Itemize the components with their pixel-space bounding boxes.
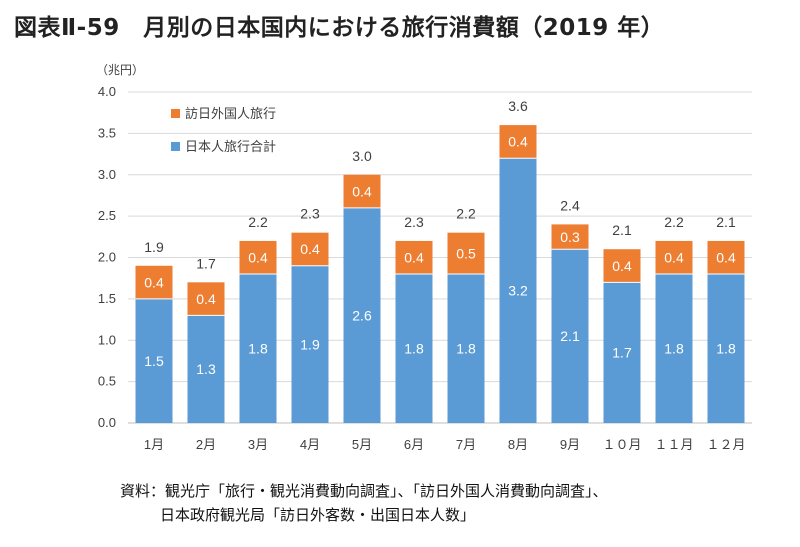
chart-area: 0.0 0.5 1.0 1.5 2.0 2.5 3.0 3.5 4.0 1.5 0.4 1.9 1月 1… [88,54,783,466]
y-tick-label: 2.0 [98,250,116,265]
x-tick-label: 4月 [300,437,320,452]
source-note: 資料：観光庁「旅行・観光消費動向調査」、「訪日外国人消費動向調査」、 日本政府観… [120,479,608,527]
bar-inbound [291,232,329,266]
y-tick-label: 2.5 [98,208,116,223]
x-tick-label: 8月 [508,437,528,452]
data-label-domestic: 1.8 [716,341,736,357]
bar-domestic [655,274,693,423]
data-label-total: 2.1 [716,214,736,230]
x-tick-label: 2月 [196,437,216,452]
data-label-domestic: 1.8 [248,341,268,357]
data-label-inbound: 0.3 [560,229,580,245]
data-label-domestic: 3.2 [508,283,528,299]
data-label-total: 2.2 [456,206,476,222]
legend-label: 日本人旅行合計 [185,139,276,154]
bar-inbound [499,125,537,159]
stacked-bar-chart: 0.0 0.5 1.0 1.5 2.0 2.5 3.0 3.5 4.0 1.5 0.4 1.9 1月 1… [96,63,752,452]
data-label-inbound: 0.4 [404,250,424,266]
bar-inbound [135,265,173,299]
y-axis-unit-label: （兆円） [96,63,144,77]
bar-inbound [655,240,693,275]
data-label-inbound: 0.4 [352,183,372,199]
data-label-total: 1.7 [196,255,216,271]
data-label-total: 2.1 [612,222,632,238]
data-label-total: 2.2 [664,214,684,230]
x-tick-label: １０月 [602,437,641,452]
bar-inbound [187,282,225,316]
bar-domestic [291,265,329,423]
bar-inbound [395,240,433,275]
bar-domestic [239,274,277,423]
data-label-total: 2.2 [248,214,268,230]
data-label-total: 1.9 [144,239,164,255]
y-tick-label: 3.0 [98,167,116,182]
bar-domestic [187,315,225,423]
bar-domestic [395,274,433,423]
y-tick-label: 4.0 [98,84,116,99]
y-tick-label: 3.5 [98,125,116,140]
bar-domestic [551,249,589,423]
y-tick-label: 1.0 [98,332,116,347]
x-tick-label: １２月 [706,437,745,452]
data-label-domestic: 1.3 [196,361,216,377]
data-label-domestic: 1.5 [144,353,164,369]
data-label-inbound: 0.4 [144,274,164,290]
x-tick-label: 5月 [352,437,372,452]
bar-domestic [603,282,641,423]
x-tick-label: 6月 [404,437,424,452]
y-tick-label: 0.0 [98,415,116,430]
bar-inbound [603,249,641,283]
source-line-2: 日本政府観光局「訪日外客数・出国日本人数」 [160,506,476,524]
data-label-inbound: 0.4 [248,250,268,266]
bar-domestic [135,298,173,423]
bar-domestic [447,274,485,423]
data-label-inbound: 0.5 [456,245,476,261]
bar-inbound [707,240,745,275]
x-tick-label: １１月 [654,437,693,452]
data-label-total: 2.3 [300,206,320,222]
bar-domestic [499,158,537,423]
bar-inbound [447,232,485,275]
data-label-domestic: 1.9 [300,336,320,352]
x-tick-label: 1月 [144,437,164,452]
data-label-domestic: 2.6 [352,307,372,323]
y-tick-label: 0.5 [98,374,116,389]
legend-swatch [171,109,180,118]
data-label-total: 3.0 [352,148,372,164]
data-label-inbound: 0.4 [508,134,528,150]
legend-swatch [171,142,180,151]
data-label-inbound: 0.4 [196,291,216,307]
y-tick-label: 1.5 [98,291,116,306]
data-label-domestic: 1.8 [456,341,476,357]
x-tick-label: 7月 [456,437,476,452]
data-label-domestic: 2.1 [560,328,580,344]
x-tick-label: 3月 [248,437,268,452]
data-label-domestic: 1.8 [404,341,424,357]
data-label-inbound: 0.4 [300,241,320,257]
data-label-inbound: 0.4 [612,258,632,274]
data-label-inbound: 0.4 [664,250,684,266]
data-label-total: 2.3 [404,214,424,230]
bar-inbound [343,174,381,208]
legend-label: 訪日外国人旅行 [185,106,276,121]
bar-domestic [343,207,381,423]
data-label-domestic: 1.7 [612,345,632,361]
bar-inbound [551,224,589,250]
x-tick-label: 9月 [560,437,580,452]
chart-title: 図表Ⅱ-59 月別の日本国内における旅行消費額（2019 年） [14,15,665,41]
data-label-inbound: 0.4 [716,250,736,266]
bar-inbound [239,240,277,275]
data-label-total: 2.4 [560,197,580,213]
source-line-1: 資料：観光庁「旅行・観光消費動向調査」、「訪日外国人消費動向調査」、 [120,482,608,500]
data-label-domestic: 1.8 [664,341,684,357]
data-label-total: 3.6 [508,98,528,114]
bar-domestic [707,274,745,423]
